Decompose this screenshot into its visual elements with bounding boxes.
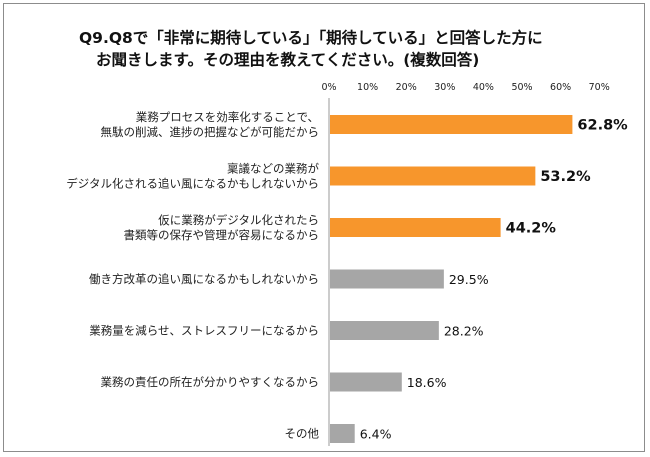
data-label: 18.6% bbox=[407, 375, 447, 390]
bar bbox=[330, 115, 573, 134]
bar bbox=[330, 321, 439, 340]
x-tick-label: 10% bbox=[357, 82, 378, 93]
x-tick-label: 30% bbox=[434, 82, 455, 93]
x-tick-label: 60% bbox=[550, 82, 571, 93]
category-label: その他 bbox=[285, 427, 320, 441]
data-label: 53.2% bbox=[540, 169, 591, 185]
category-label: 業務量を減らせ、ストレスフリーになるから bbox=[89, 324, 319, 338]
data-label: 44.2% bbox=[506, 221, 557, 237]
category-label: 無駄の削減、進捗の把握などが可能だから bbox=[101, 125, 320, 139]
x-tick-label: 20% bbox=[396, 82, 417, 93]
x-tick-label: 0% bbox=[321, 82, 336, 93]
category-label: 業務の責任の所在が分かりやすくなるから bbox=[101, 375, 320, 389]
category-label: 働き方改革の追い風になるかもしれないから bbox=[89, 272, 319, 286]
data-label: 6.4% bbox=[360, 427, 392, 442]
data-label: 29.5% bbox=[449, 272, 489, 287]
bar bbox=[330, 424, 355, 443]
bar bbox=[330, 166, 536, 186]
category-label: 稟議などの業務が bbox=[227, 162, 319, 176]
chart-frame: Q9.Q8で「非常に期待している」「期待している」と回答した方に お聞きします。… bbox=[3, 3, 645, 452]
chart-title-line-2: お聞きします。その理由を教えてください。(複数回答) bbox=[96, 51, 480, 69]
x-tick-label: 50% bbox=[511, 82, 532, 93]
bar bbox=[330, 269, 444, 289]
category-label: 業務プロセスを効率化することで、 bbox=[136, 110, 319, 124]
bar bbox=[330, 218, 501, 237]
category-label: 書類等の保存や管理が容易になるから bbox=[124, 228, 320, 242]
data-label: 28.2% bbox=[444, 324, 484, 339]
bar bbox=[330, 372, 402, 392]
category-label: 仮に業務がデジタル化されたら bbox=[158, 213, 319, 227]
x-tick-label: 70% bbox=[589, 82, 610, 93]
data-label: 62.8% bbox=[577, 118, 628, 134]
chart-title-line-1: Q9.Q8で「非常に期待している」「期待している」と回答した方に bbox=[79, 29, 543, 47]
category-label: デジタル化される追い風になるかもしれないから bbox=[66, 177, 319, 191]
x-tick-label: 40% bbox=[473, 82, 494, 93]
